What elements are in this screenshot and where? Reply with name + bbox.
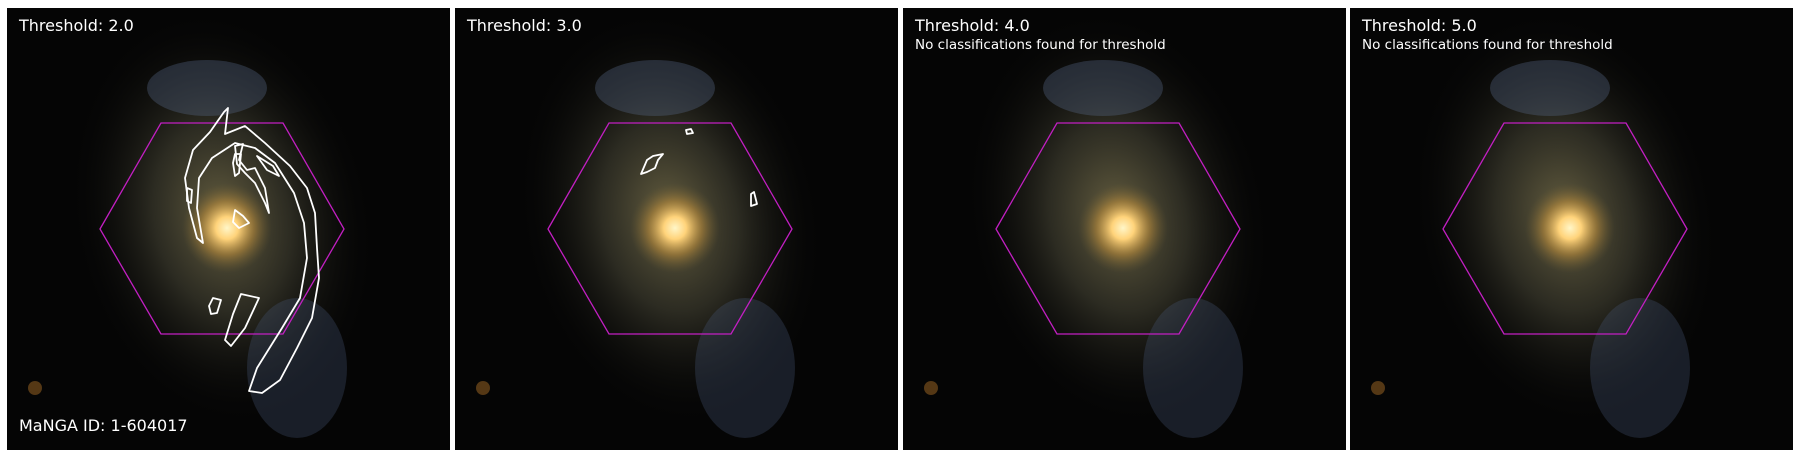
galaxy-image xyxy=(1350,8,1793,450)
threshold-panel-4: Threshold: 5.0 No classifications found … xyxy=(1350,8,1793,450)
panel-title: Threshold: 4.0 xyxy=(915,16,1030,35)
galaxy-arm-upper xyxy=(1043,60,1163,116)
galaxy-image xyxy=(455,8,898,450)
hexagon-outline xyxy=(995,122,1241,335)
threshold-panel-3: Threshold: 4.0 No classifications found … xyxy=(903,8,1346,450)
no-classifications-note: No classifications found for threshold xyxy=(915,37,1166,53)
panel-title: Threshold: 3.0 xyxy=(467,16,582,35)
galaxy-arm-upper xyxy=(147,60,267,116)
galaxy-arm-lower xyxy=(1143,298,1243,438)
galaxy-core xyxy=(1078,183,1168,273)
galaxy-arm-upper xyxy=(595,60,715,116)
galaxy-core xyxy=(182,183,272,273)
galaxy-arm-lower xyxy=(695,298,795,438)
classification-contours xyxy=(640,128,758,207)
hexagon-outline xyxy=(1442,122,1688,335)
manga-id-label: MaNGA ID: 1-604017 xyxy=(19,416,188,435)
galaxy-core xyxy=(1525,183,1615,273)
threshold-panel-1: Threshold: 2.0 MaNGA ID: 1-604017 xyxy=(7,8,450,450)
galaxy-image xyxy=(903,8,1346,450)
hexagon-outline xyxy=(547,122,793,335)
panel-title: Threshold: 2.0 xyxy=(19,16,134,35)
panel-title: Threshold: 5.0 xyxy=(1362,16,1477,35)
hexagon-outline xyxy=(99,122,345,335)
galaxy-arm-lower xyxy=(247,298,347,438)
galaxy-arm-lower xyxy=(1590,298,1690,438)
no-classifications-note: No classifications found for threshold xyxy=(1362,37,1613,53)
galaxy-image xyxy=(7,8,450,450)
galaxy-arm-upper xyxy=(1490,60,1610,116)
galaxy-core xyxy=(630,183,720,273)
threshold-panel-2: Threshold: 3.0 xyxy=(455,8,898,450)
classification-contours xyxy=(184,107,320,394)
